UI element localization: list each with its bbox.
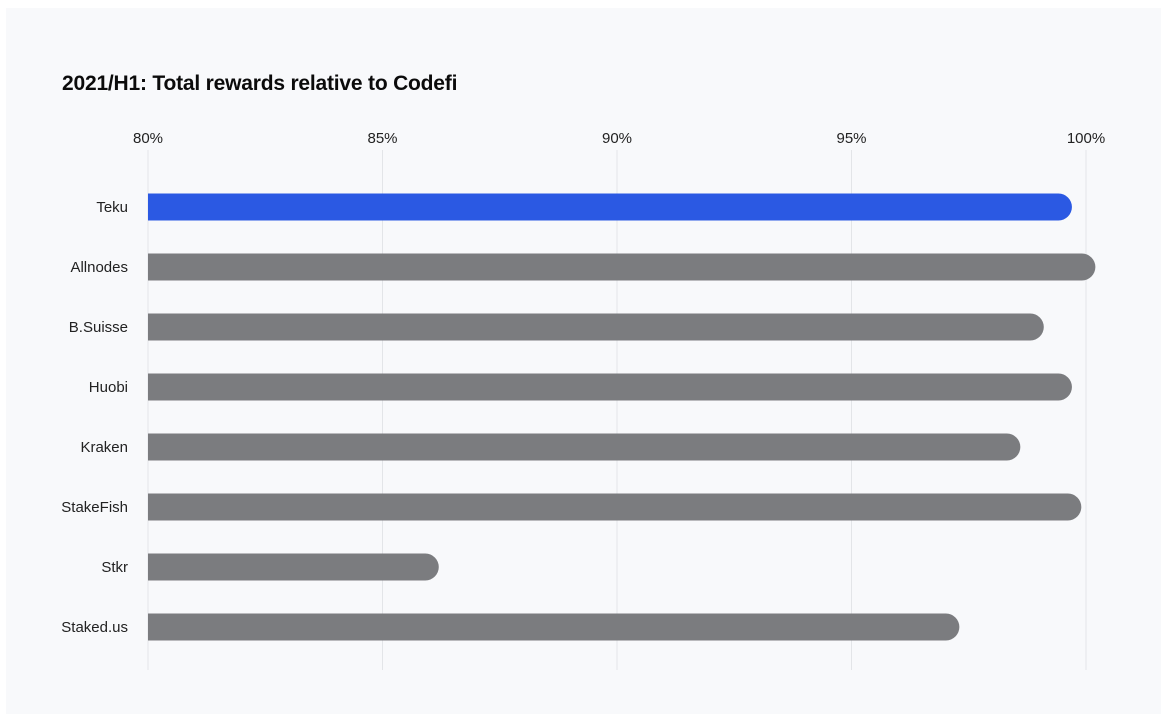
bar-stakefish <box>148 493 1082 521</box>
category-label: B.Suisse <box>69 319 128 336</box>
gridlines <box>147 150 1087 670</box>
category-label: Teku <box>96 199 128 216</box>
category-label: Kraken <box>80 439 128 456</box>
category-label: Stkr <box>101 559 128 576</box>
chart-panel <box>6 8 1161 714</box>
bar-allnodes <box>148 253 1096 281</box>
bar-b-suisse <box>148 313 1044 341</box>
chart-title: 2021/H1: Total rewards relative to Codef… <box>62 72 458 95</box>
x-tick-label: 95% <box>836 130 866 147</box>
bar-huobi <box>148 373 1072 401</box>
x-tick-label: 100% <box>1067 130 1105 147</box>
bar-stkr <box>148 553 439 581</box>
bar-teku <box>148 193 1072 221</box>
category-label: Allnodes <box>70 259 128 276</box>
x-tick-label: 80% <box>133 130 163 147</box>
x-axis-ticks: 80% 85% 90% 95% 100% <box>133 130 1105 147</box>
bar-kraken <box>148 433 1021 461</box>
x-tick-label: 85% <box>367 130 397 147</box>
category-label: StakeFish <box>61 499 128 516</box>
x-tick-label: 90% <box>602 130 632 147</box>
category-label: Huobi <box>89 379 128 396</box>
category-labels: Teku Allnodes B.Suisse Huobi Kraken StakeFish… <box>61 199 128 636</box>
bars <box>148 193 1096 641</box>
bar-staked-us <box>148 613 960 641</box>
category-label: Staked.us <box>61 619 128 636</box>
